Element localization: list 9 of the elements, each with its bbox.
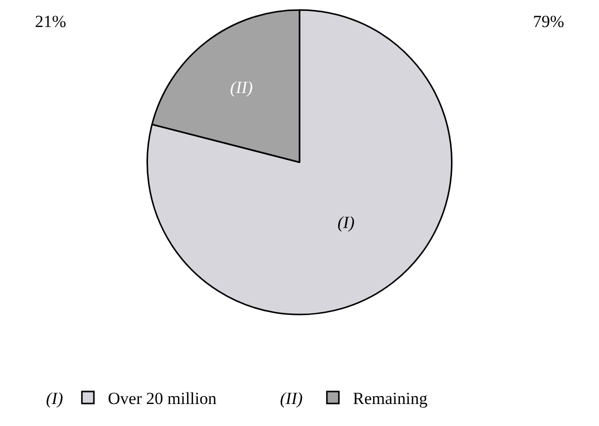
pie-slice bbox=[146, 9, 452, 316]
data-label: 21% bbox=[35, 12, 66, 31]
text: (II) bbox=[280, 389, 303, 408]
legend-label: Over 20 million bbox=[108, 389, 217, 408]
text: (II) bbox=[230, 78, 254, 98]
text: (I) bbox=[46, 389, 63, 408]
data-label: 79% bbox=[533, 12, 564, 31]
legend-label: Remaining bbox=[352, 389, 428, 408]
text: (I) bbox=[337, 212, 355, 232]
